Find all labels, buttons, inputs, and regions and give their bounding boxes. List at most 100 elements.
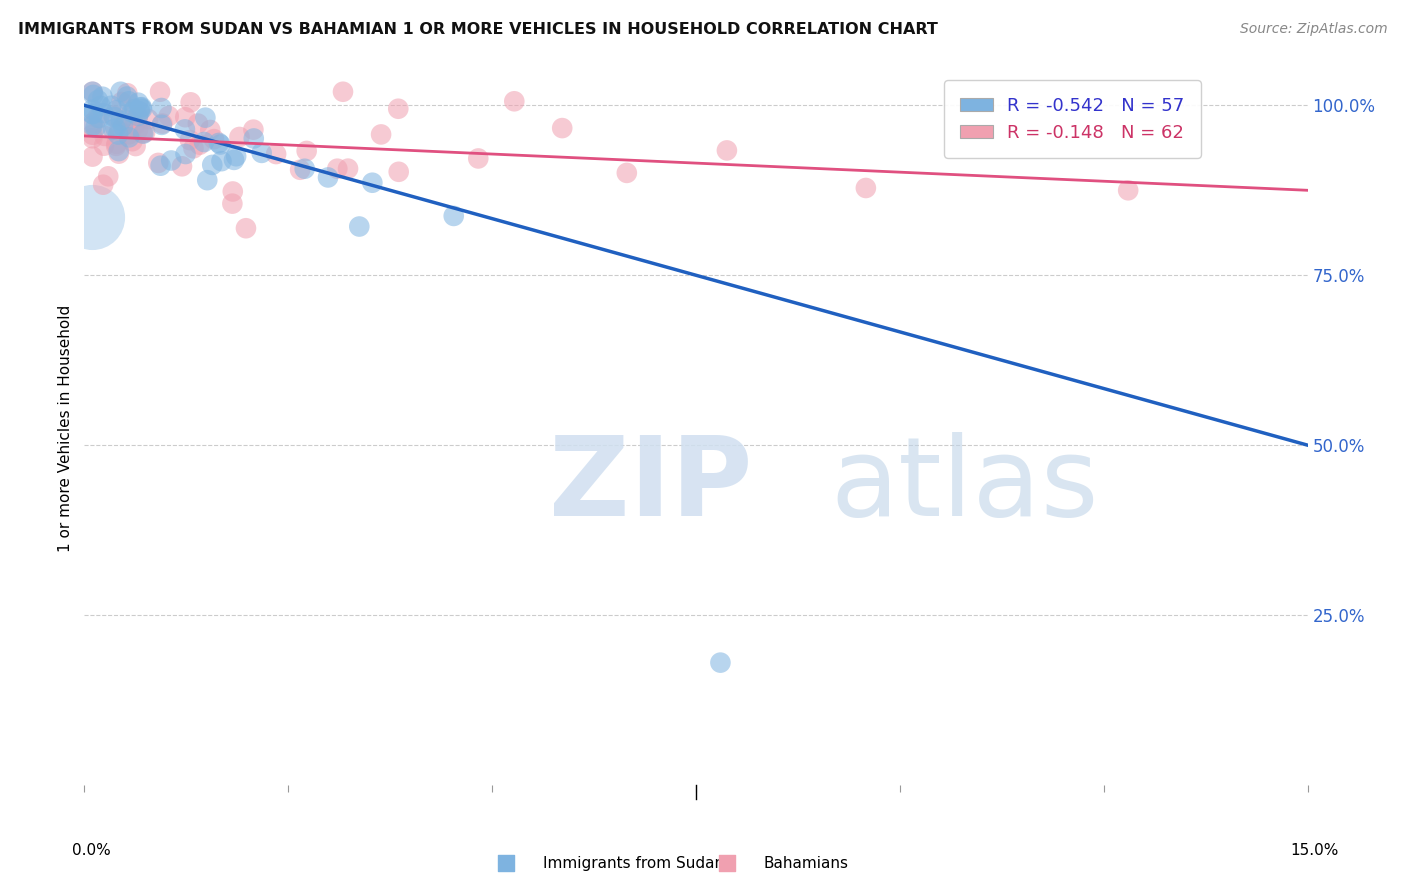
Point [616,166,638,180]
Point [337,161,360,176]
Point [211,154,233,169]
Point [107,146,129,161]
Point [467,152,489,166]
Point [93,128,115,143]
Point [108,123,131,137]
Point [174,122,197,136]
Text: Bahamians: Bahamians [763,856,848,871]
Point [148,156,170,170]
Point [103,109,125,123]
Text: 0.0%: 0.0% [72,843,111,858]
Point [716,144,738,158]
Text: atlas: atlas [831,432,1099,539]
Point [84,120,107,135]
Text: 15.0%: 15.0% [1291,843,1339,858]
Point [195,173,218,187]
Point [105,103,128,117]
Point [349,219,371,234]
Point [103,110,125,124]
Point [127,110,149,124]
Y-axis label: 1 or more Vehicles in Household: 1 or more Vehicles in Household [58,304,73,552]
Point [111,119,134,133]
Point [326,161,349,176]
Point [295,144,318,158]
Point [201,158,224,172]
Point [82,211,104,225]
Point [225,149,247,163]
Point [294,161,316,176]
Point [89,99,111,113]
Point [1116,183,1139,197]
Text: ZIP: ZIP [550,432,752,539]
Point [179,133,201,147]
Point [221,196,243,211]
Point [110,113,132,128]
Point [264,147,287,161]
Text: Source: ZipAtlas.com: Source: ZipAtlas.com [1240,22,1388,37]
Point [110,85,132,99]
Point [149,159,172,173]
Point [82,131,104,145]
Point [131,126,153,140]
Point [209,137,232,152]
Legend: R = -0.542   N = 57, R = -0.148   N = 62: R = -0.542 N = 57, R = -0.148 N = 62 [943,80,1201,158]
Point [124,139,146,153]
Point [82,128,104,142]
Point [150,117,173,131]
Point [242,122,264,136]
Text: IMMIGRANTS FROM SUDAN VS BAHAMIAN 1 OR MORE VEHICLES IN HOUSEHOLD CORRELATION CH: IMMIGRANTS FROM SUDAN VS BAHAMIAN 1 OR M… [18,22,938,37]
Point [91,89,114,103]
Point [86,111,108,125]
Point [150,118,173,132]
Point [101,122,124,136]
Point [149,85,172,99]
Point [150,101,173,115]
Point [93,138,115,153]
Point [82,85,104,99]
Point [202,132,225,146]
Point [228,130,250,145]
Point [82,107,104,121]
Point [709,656,731,670]
Point [120,113,142,128]
Point [222,153,245,167]
Point [242,131,264,145]
Point [443,209,465,223]
Point [127,109,149,123]
Point [388,165,411,179]
Point [288,162,311,177]
Point [187,117,209,131]
Point [82,85,104,99]
Point [87,111,110,125]
Point [87,93,110,107]
Point [194,111,217,125]
Point [332,85,354,99]
Point [160,153,183,168]
Point [131,100,153,114]
Point [235,221,257,235]
Point [208,136,231,150]
Point [129,100,152,114]
Point [82,87,104,102]
Point [121,105,143,120]
Point [105,136,128,151]
Point [183,141,205,155]
Point [115,89,138,103]
Point [316,170,339,185]
Point [387,102,409,116]
Point [118,95,141,109]
Point [188,137,211,152]
Point [174,110,197,124]
Point [82,103,104,117]
Point [250,145,273,160]
Point [131,102,153,116]
Point [107,144,129,158]
Point [91,106,114,120]
Point [82,150,104,164]
Point [118,130,141,145]
Point [855,181,877,195]
Point [503,95,526,109]
Point [97,169,120,184]
Point [170,159,193,173]
Point [104,121,127,136]
